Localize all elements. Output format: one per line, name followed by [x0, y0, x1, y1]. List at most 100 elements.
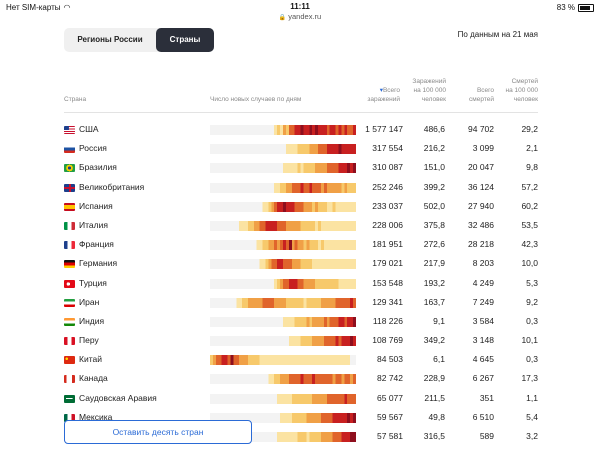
flag-icon [64, 164, 75, 173]
daily-cases-heatstrip [210, 432, 356, 442]
address-bar[interactable]: 🔒 yandex.ru [0, 12, 600, 21]
country-name: Индия [79, 315, 105, 326]
flag-icon [64, 298, 75, 307]
deaths-per-100k: 60,2 [521, 200, 538, 211]
country-name: Китай [79, 354, 102, 365]
table-row[interactable]: Великобритания 252 246 399,2 36 124 57,2 [64, 179, 538, 198]
total-deaths: 6 267 [472, 373, 494, 384]
table-row[interactable]: Саудовская Аравия 65 077 211,5 351 1,1 [64, 390, 538, 409]
cases-per-100k: 163,7 [423, 296, 445, 307]
daily-cases-heatstrip [210, 240, 356, 251]
cases-per-100k: 193,2 [423, 277, 445, 288]
deaths-per-100k: 9,8 [526, 162, 538, 173]
deaths-per-100k: 0,3 [526, 315, 538, 326]
header-dper-line2: на 100 000 [505, 87, 538, 94]
header-divider [64, 112, 538, 113]
cases-per-100k: 9,1 [433, 315, 445, 326]
daily-cases-heatstrip [210, 412, 356, 423]
total-deaths: 3 584 [472, 315, 494, 326]
total-cases: 181 951 [372, 239, 403, 250]
deaths-per-100k: 57,2 [521, 181, 538, 192]
table-row[interactable]: Перу 108 769 349,2 3 148 10,1 [64, 332, 538, 351]
cases-per-100k: 349,2 [423, 335, 445, 346]
deaths-per-100k: 3,2 [526, 431, 538, 441]
cases-per-100k: 399,2 [423, 181, 445, 192]
tab-countries[interactable]: Страны [156, 28, 214, 52]
header-per-line1: Заражений [412, 78, 446, 85]
total-deaths: 20 047 [468, 162, 494, 173]
table-row[interactable]: США 1 577 147 486,6 94 702 29,2 [64, 121, 538, 140]
daily-cases-heatstrip [210, 201, 356, 212]
flag-icon [64, 260, 75, 269]
daily-cases-heatstrip [210, 220, 356, 231]
header-cases-per-100k[interactable]: Заражений на 100 000 человек [400, 77, 446, 104]
flag-icon [64, 202, 75, 211]
wifi-icon: ◠ [63, 3, 71, 12]
show-ten-countries-button[interactable]: Оставить десять стран [64, 420, 252, 444]
country-name: Мексика [79, 411, 113, 422]
table-row[interactable]: Италия 228 006 375,8 32 486 53,5 [64, 217, 538, 236]
deaths-per-100k: 0,3 [526, 354, 538, 365]
deaths-per-100k: 9,2 [526, 296, 538, 307]
country-name: Испания [79, 200, 113, 211]
deaths-per-100k: 10,0 [521, 258, 538, 269]
table-row[interactable]: Германия 179 021 217,9 8 203 10,0 [64, 255, 538, 274]
total-cases: 317 554 [372, 143, 403, 154]
header-per-line3: человек [421, 96, 446, 103]
cases-per-100k: 272,6 [423, 239, 445, 250]
table-row[interactable]: Россия 317 554 216,2 3 099 2,1 [64, 140, 538, 159]
country-name: Перу [79, 335, 99, 346]
total-cases: 59 567 [377, 411, 403, 422]
daily-cases-heatstrip [210, 259, 356, 270]
table-row[interactable]: Иран 129 341 163,7 7 249 9,2 [64, 294, 538, 313]
table-row[interactable]: Канада 82 742 228,9 6 267 17,3 [64, 370, 538, 389]
total-cases: 84 503 [377, 354, 403, 365]
header-total-cases[interactable]: ▾Всего заражений [350, 86, 400, 104]
tab-russia-regions[interactable]: Регионы России [77, 35, 143, 44]
flag-icon [64, 317, 75, 326]
cases-per-100k: 502,0 [423, 200, 445, 211]
total-deaths: 32 486 [468, 219, 494, 230]
battery-percent: 83 % [556, 3, 575, 12]
header-deaths-line2: смертей [469, 96, 494, 103]
total-cases: 1 577 147 [365, 124, 403, 134]
table-row[interactable]: Мексика 59 567 49,8 6 510 5,4 [64, 409, 538, 428]
deaths-per-100k: 5,3 [526, 277, 538, 288]
table-row[interactable]: Индия 118 226 9,1 3 584 0,3 [64, 313, 538, 332]
deaths-per-100k: 17,3 [521, 373, 538, 384]
table-row[interactable]: Китай 84 503 6,1 4 645 0,3 [64, 351, 538, 370]
cases-per-100k: 375,8 [423, 219, 445, 230]
total-deaths: 3 099 [472, 143, 494, 154]
cases-per-100k: 217,9 [423, 258, 445, 269]
flag-icon [64, 337, 75, 346]
clock: 11:11 [290, 2, 310, 11]
header-deaths-line1: Всего [476, 87, 494, 94]
total-deaths: 4 249 [472, 277, 494, 288]
table-row[interactable]: Турция 153 548 193,2 4 249 5,3 [64, 275, 538, 294]
table-row[interactable]: Испания 233 037 502,0 27 940 60,2 [64, 198, 538, 217]
carrier-label: Нет SIM-карты [6, 3, 61, 12]
daily-cases-heatstrip [210, 297, 356, 308]
table-row[interactable]: Бразилия 310 087 151,0 20 047 9,8 [64, 159, 538, 178]
total-cases: 108 769 [372, 335, 403, 346]
total-cases: 57 581 [377, 431, 403, 441]
total-deaths: 6 510 [472, 411, 494, 422]
battery-status: 83 % [557, 3, 594, 12]
cases-per-100k: 228,9 [423, 373, 445, 384]
carrier-status: Нет SIM-карты ◠ [6, 3, 71, 12]
header-total-deaths[interactable]: Всего смертей [454, 86, 494, 104]
total-cases: 129 341 [372, 296, 403, 307]
country-name: Франция [79, 239, 114, 250]
header-country[interactable]: Страна [64, 96, 87, 103]
table-row[interactable]: Франция 181 951 272,6 28 218 42,3 [64, 236, 538, 255]
header-deaths-per-100k[interactable]: Смертей на 100 000 человек [494, 77, 538, 104]
header-total-line2: заражений [367, 96, 400, 103]
daily-cases-heatstrip [210, 355, 356, 366]
daily-cases-heatstrip [210, 336, 356, 347]
countries-table: США 1 577 147 486,6 94 702 29,2 Россия 317 554… [64, 121, 538, 447]
total-cases: 153 548 [372, 277, 403, 288]
daily-cases-heatstrip [210, 125, 356, 135]
deaths-per-100k: 53,5 [521, 219, 538, 230]
total-deaths: 27 940 [468, 200, 494, 211]
total-deaths: 351 [479, 392, 494, 403]
